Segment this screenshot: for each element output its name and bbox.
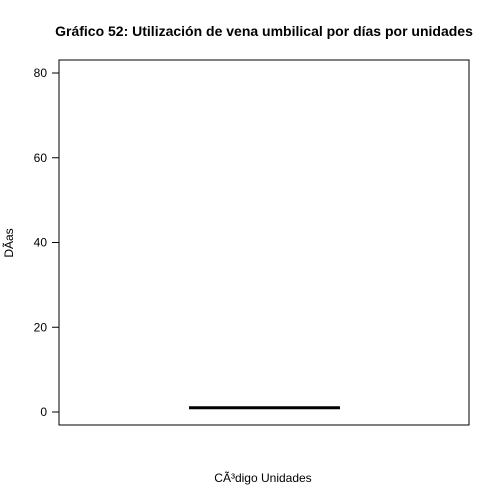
plot-frame xyxy=(58,59,470,426)
y-tick-label: 0 xyxy=(40,405,47,419)
y-tick-label: 20 xyxy=(34,320,48,334)
x-axis-label: CÃ³digo Unidades xyxy=(214,471,311,485)
y-axis-label: DÃ­as xyxy=(2,228,16,257)
y-tick-label: 80 xyxy=(34,66,48,80)
y-tick-label: 60 xyxy=(34,151,48,165)
chart-title: Gráfico 52: Utilización de vena umbilica… xyxy=(55,23,473,39)
y-tick-label: 40 xyxy=(34,236,48,250)
y-axis-ticks: 0 20 40 60 80 xyxy=(34,66,59,419)
